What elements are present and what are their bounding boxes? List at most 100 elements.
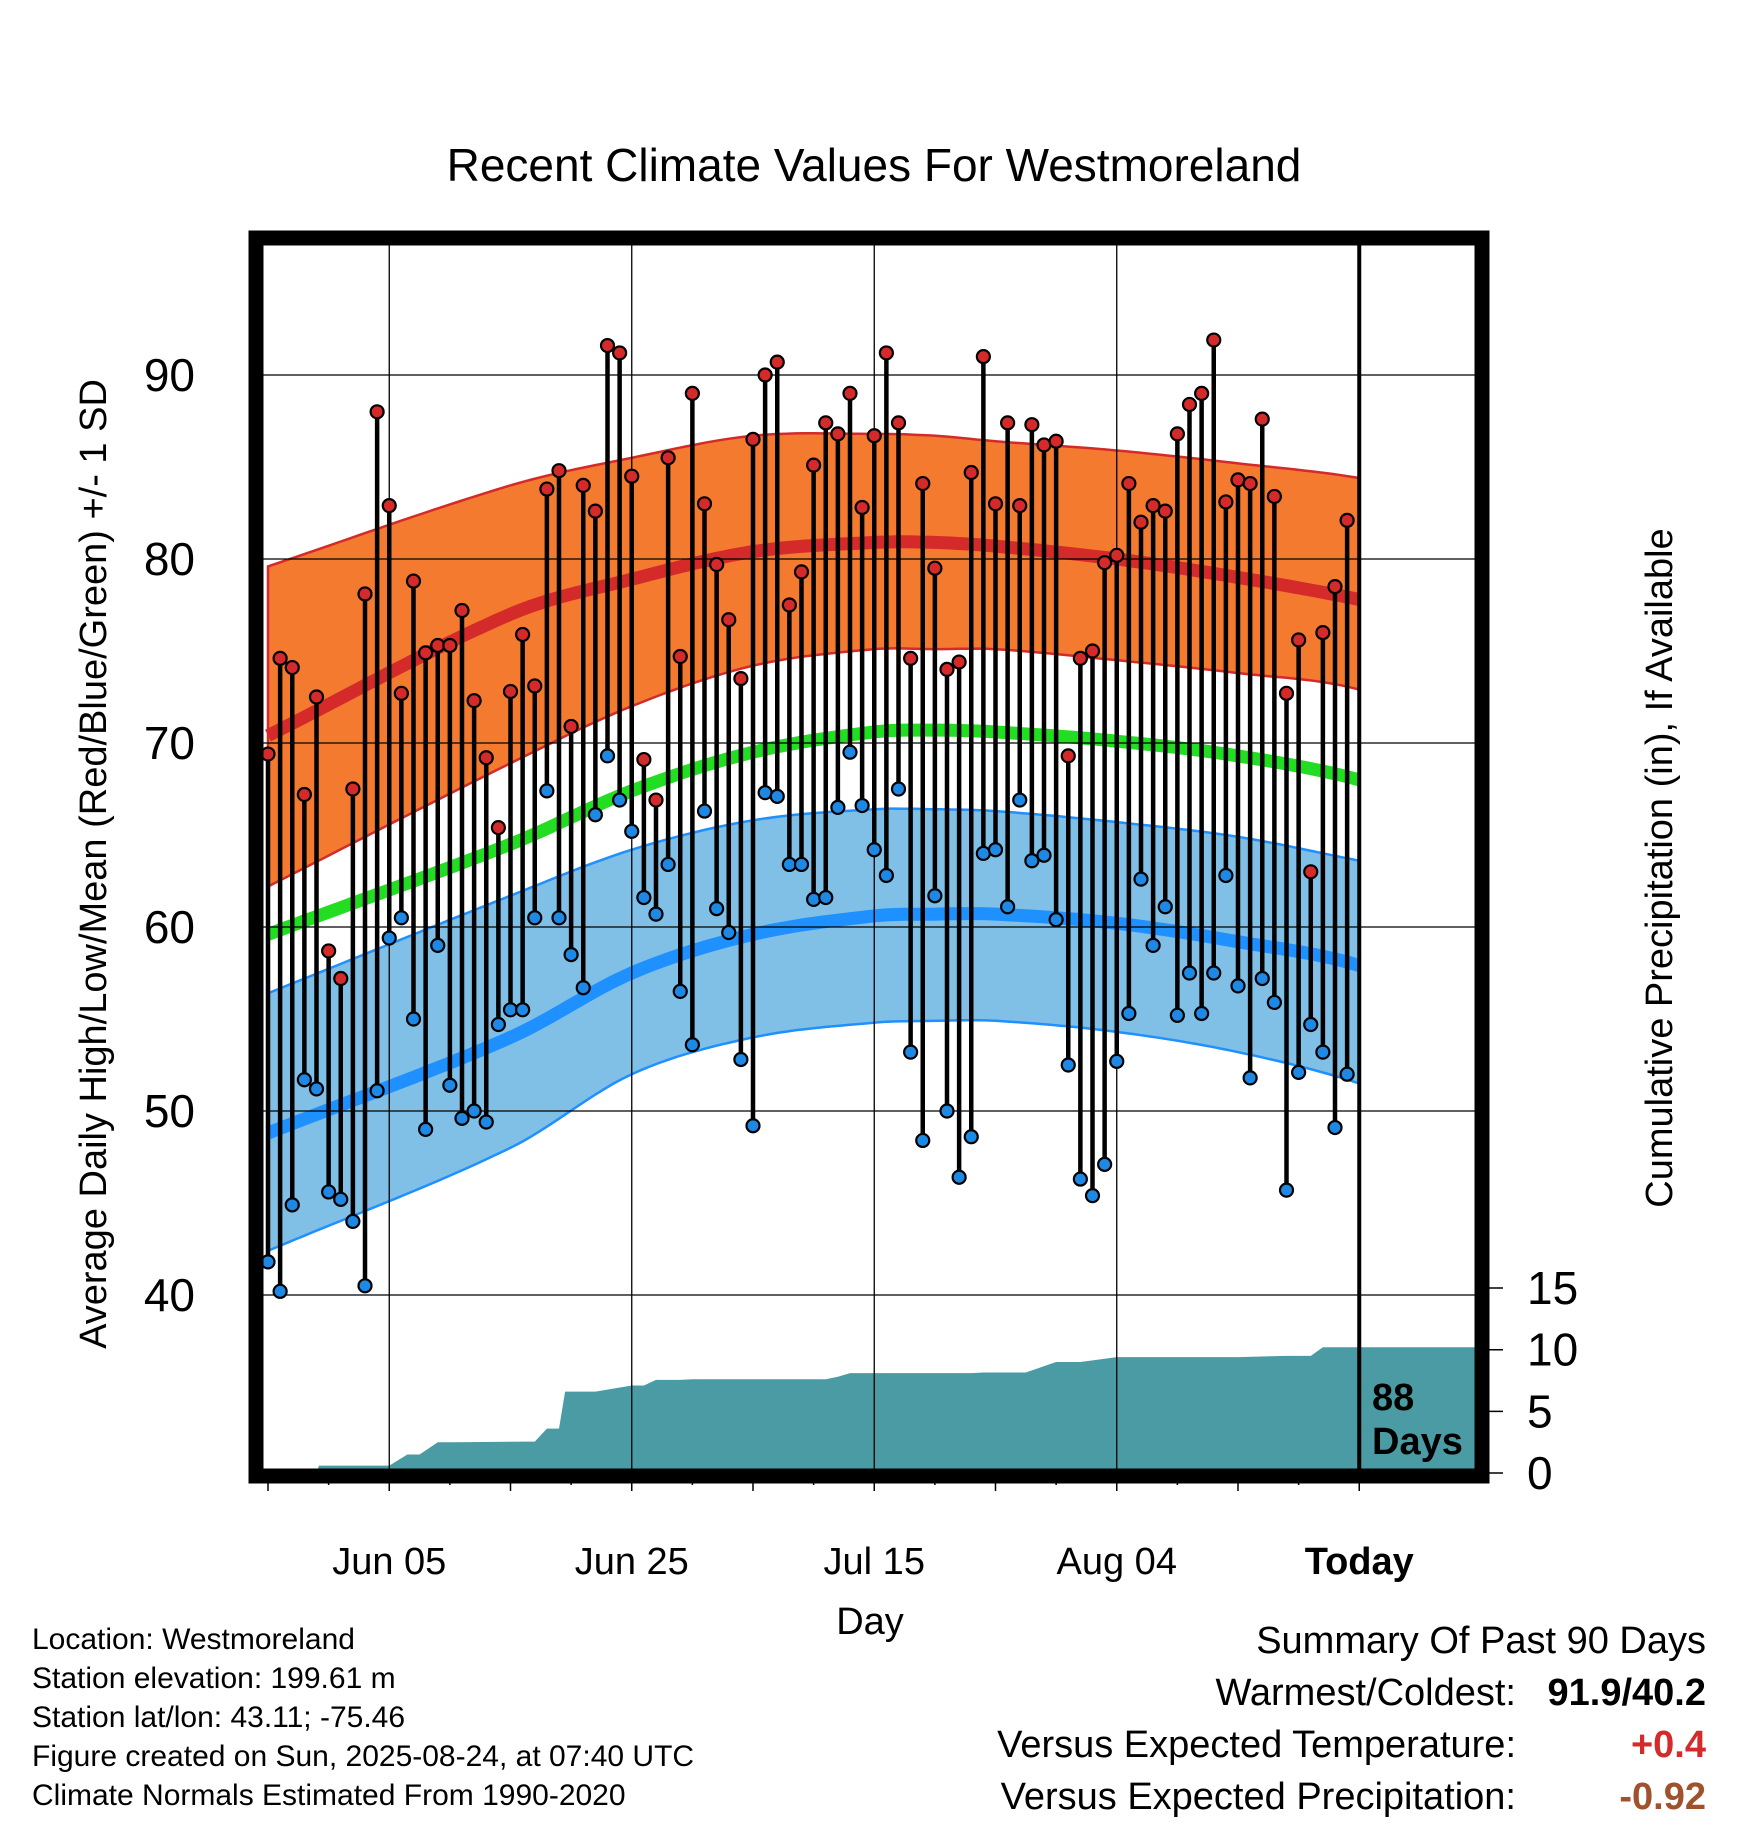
daily-low-point — [939, 1103, 955, 1119]
daily-high-point — [890, 415, 907, 431]
daily-low-point — [1036, 847, 1052, 863]
daily-low-point — [478, 1114, 494, 1130]
station-info: Location: Westmoreland Station elevation… — [32, 1620, 694, 1815]
daily-low-point — [1206, 965, 1222, 981]
daily-high-point — [927, 560, 943, 576]
daily-high-point — [987, 496, 1004, 512]
warmest-coldest-value: 91.9/40.2 — [1547, 1672, 1706, 1714]
daily-high-point — [781, 597, 797, 613]
daily-high-point — [866, 428, 882, 444]
daily-low-point — [1315, 1044, 1331, 1060]
latlon-text: Station lat/lon: 43.11; -75.46 — [32, 1701, 406, 1734]
daily-high-point — [830, 426, 846, 442]
daily-high-point — [721, 612, 737, 628]
daily-high-point — [527, 678, 543, 694]
x-tick-label: Jun 25 — [575, 1541, 689, 1583]
daily-high-point — [1109, 547, 1125, 563]
daily-high-point — [1339, 512, 1355, 528]
daily-low-point — [1291, 1064, 1307, 1080]
daily-high-point — [1303, 864, 1319, 880]
daily-high-point — [466, 693, 482, 709]
daily-low-point — [818, 889, 834, 906]
daily-high-point — [418, 645, 434, 661]
y-tick-label: 80 — [144, 533, 195, 585]
elevation-text: Station elevation: 199.61 m — [32, 1662, 396, 1695]
daily-high-point — [308, 689, 325, 705]
daily-low-point — [696, 803, 713, 819]
daily-low-point — [1230, 978, 1246, 994]
daily-high-point — [1181, 396, 1198, 413]
y2-tick-label: 10 — [1527, 1324, 1578, 1376]
daily-high-point — [636, 751, 652, 768]
daily-high-point — [454, 602, 470, 619]
daily-low-point — [684, 1037, 700, 1053]
chart-title: Recent Climate Values For Westmoreland — [446, 139, 1302, 191]
daily-low-point — [878, 867, 894, 884]
daily-low-point — [1060, 1057, 1076, 1073]
precip-anomaly-label: Versus Expected Precipitation: — [1000, 1776, 1516, 1818]
daily-high-point — [818, 415, 834, 431]
daily-low-point — [369, 1083, 385, 1099]
daily-low-point — [842, 744, 858, 760]
daily-low-point — [854, 797, 870, 814]
daily-high-point — [369, 404, 385, 420]
daily-high-point — [624, 468, 640, 484]
warmest-coldest-label: Warmest/Coldest: — [1215, 1672, 1516, 1714]
daily-low-point — [539, 783, 555, 799]
daily-low-point — [890, 781, 907, 797]
daily-low-point — [490, 1016, 506, 1033]
daily-high-point — [1012, 498, 1028, 514]
temp-anomaly-value: +0.4 — [1630, 1724, 1706, 1766]
y-tick-label: 50 — [144, 1085, 195, 1137]
daily-low-point — [1145, 937, 1161, 954]
daily-high-point — [563, 718, 579, 735]
daily-low-point — [563, 946, 579, 963]
daily-low-point — [1084, 1188, 1101, 1204]
daily-low-point — [1194, 1005, 1210, 1022]
x-tick-label: Jun 05 — [332, 1541, 446, 1583]
daily-low-point — [1327, 1119, 1343, 1136]
daily-high-point — [575, 477, 591, 493]
daily-low-point — [1072, 1171, 1088, 1187]
daily-high-point — [854, 499, 870, 516]
warmest-coldest-row: Warmest/Coldest: 91.9/40.2 — [806, 1672, 1706, 1724]
location-text: Location: Westmoreland — [32, 1623, 355, 1656]
daily-low-point — [806, 891, 822, 908]
daily-low-point — [1024, 853, 1040, 869]
daily-low-point — [1133, 871, 1149, 887]
daily-high-point — [1242, 475, 1258, 492]
daily-high-point — [793, 564, 810, 580]
daily-high-point — [696, 496, 713, 512]
summary-panel: Summary Of Past 90 Days Warmest/Coldest:… — [806, 1620, 1706, 1828]
summary-heading: Summary Of Past 90 Days — [1256, 1620, 1706, 1662]
daily-low-point — [757, 785, 773, 801]
x-tick-label: Today — [1305, 1541, 1414, 1583]
daily-low-point — [951, 1169, 967, 1185]
daily-high-point — [1206, 332, 1222, 348]
daily-high-point — [903, 650, 919, 666]
daily-low-point — [1012, 792, 1028, 808]
daily-high-point — [539, 481, 555, 497]
daily-high-point — [405, 573, 422, 589]
daily-low-point — [308, 1081, 325, 1097]
daily-low-point — [272, 1283, 288, 1299]
today-days-label: 88 Days — [1372, 1376, 1463, 1464]
daily-low-point — [636, 889, 652, 906]
daily-low-point — [987, 842, 1004, 858]
days-word: Days — [1372, 1421, 1463, 1463]
daily-high-point — [1048, 433, 1064, 449]
daily-high-point — [769, 354, 785, 370]
daily-low-point — [575, 980, 591, 996]
daily-low-point — [963, 1129, 979, 1145]
daily-high-point — [672, 648, 688, 665]
daily-low-point — [660, 856, 676, 873]
y2-axis-label: Cumulative Precipitation (in), If Availa… — [1639, 528, 1681, 1207]
y-tick-label: 70 — [144, 717, 195, 769]
cumulative-precip-area — [317, 1347, 1475, 1469]
daily-low-point — [296, 1072, 312, 1088]
temp-anomaly-label: Versus Expected Temperature: — [997, 1724, 1516, 1766]
temp-anomaly-row: Versus Expected Temperature: +0.4 — [806, 1724, 1706, 1776]
daily-low-point — [830, 799, 846, 816]
daily-high-point — [612, 345, 628, 361]
daily-low-point — [284, 1197, 300, 1213]
